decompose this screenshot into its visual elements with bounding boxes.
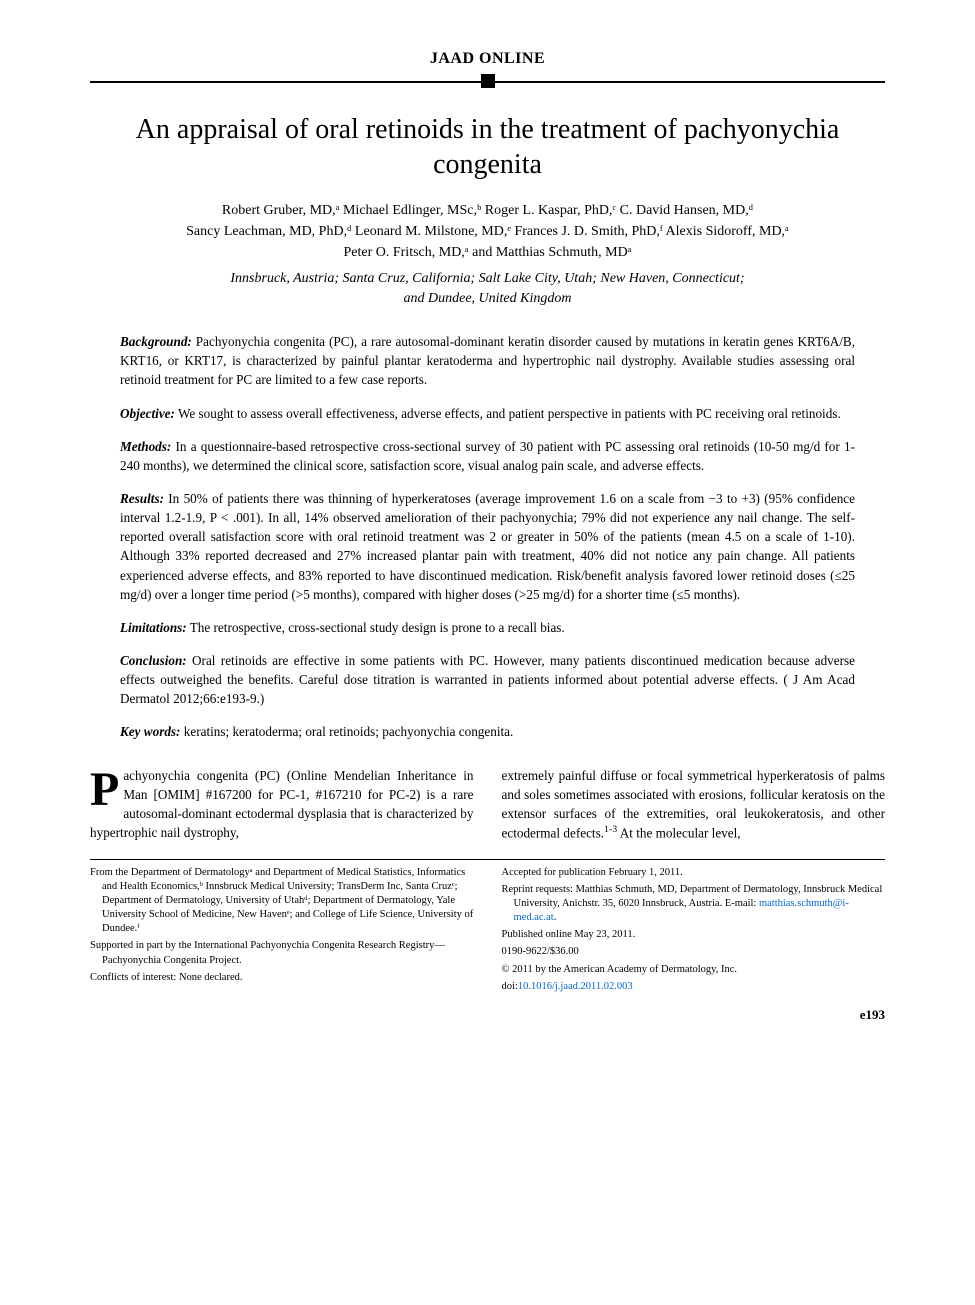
reprint-post: .	[554, 912, 557, 923]
affil-line: and Dundee, United Kingdom	[90, 289, 885, 309]
footnotes-left: From the Department of Dermatologyᵃ and …	[90, 866, 474, 997]
abstract-results: Results: In 50% of patients there was th…	[120, 489, 855, 604]
dropcap: P	[90, 766, 123, 811]
abstract-label: Limitations:	[120, 620, 187, 635]
abstract-text: In a questionnaire-based retrospective c…	[120, 439, 855, 473]
footnote-issn: 0190-9622/$36.00	[502, 945, 886, 959]
abstract-text: We sought to assess overall effectivenes…	[175, 406, 841, 421]
abstract-keywords: Key words: keratins; keratoderma; oral r…	[120, 722, 855, 741]
body-column-right: extremely painful diffuse or focal symme…	[502, 766, 886, 843]
abstract-label: Conclusion:	[120, 653, 187, 668]
footnote-accepted: Accepted for publication February 1, 201…	[502, 866, 886, 880]
abstract-conclusion: Conclusion: Oral retinoids are effective…	[120, 651, 855, 708]
authors-line: Sancy Leachman, MD, PhD,ᵈ Leonard M. Mil…	[90, 221, 885, 242]
abstract-label: Background:	[120, 334, 192, 349]
abstract-text: Pachyonychia congenita (PC), a rare auto…	[120, 334, 855, 387]
footnotes-right: Accepted for publication February 1, 201…	[502, 866, 886, 997]
abstract: Background: Pachyonychia congenita (PC),…	[120, 332, 855, 741]
section-header: JAAD ONLINE	[90, 50, 885, 68]
abstract-methods: Methods: In a questionnaire-based retros…	[120, 437, 855, 475]
doi-link[interactable]: 10.1016/j.jaad.2011.02.003	[518, 981, 633, 992]
abstract-text: keratins; keratoderma; oral retinoids; p…	[180, 724, 513, 739]
doi-label: doi:	[502, 981, 518, 992]
affiliation-cities: Innsbruck, Austria; Santa Cruz, Californ…	[90, 269, 885, 308]
footnote-copyright: © 2011 by the American Academy of Dermat…	[502, 963, 886, 977]
citation-ref: 1-3	[604, 824, 617, 835]
article-title: An appraisal of oral retinoids in the tr…	[90, 112, 885, 182]
abstract-limitations: Limitations: The retrospective, cross-se…	[120, 618, 855, 637]
footnote-support: Supported in part by the International P…	[90, 939, 474, 967]
footnotes: From the Department of Dermatologyᵃ and …	[90, 859, 885, 997]
abstract-text: The retrospective, cross-sectional study…	[187, 620, 565, 635]
page-number: e193	[90, 1007, 885, 1023]
affil-line: Innsbruck, Austria; Santa Cruz, Californ…	[90, 269, 885, 289]
authors-line: Robert Gruber, MD,ᵃ Michael Edlinger, MS…	[90, 200, 885, 221]
abstract-background: Background: Pachyonychia congenita (PC),…	[120, 332, 855, 389]
abstract-text: Oral retinoids are effective in some pat…	[120, 653, 855, 706]
footnote-conflicts: Conflicts of interest: None declared.	[90, 971, 474, 985]
footnote-doi: doi:10.1016/j.jaad.2011.02.003	[502, 980, 886, 994]
abstract-label: Key words:	[120, 724, 180, 739]
divider-square-icon	[481, 74, 495, 88]
footnote-reprint: Reprint requests: Matthias Schmuth, MD, …	[502, 883, 886, 926]
abstract-objective: Objective: We sought to assess overall e…	[120, 404, 855, 423]
body-text: At the molecular level,	[617, 825, 740, 840]
footnote-from: From the Department of Dermatologyᵃ and …	[90, 866, 474, 937]
abstract-text: In 50% of patients there was thinning of…	[120, 491, 855, 602]
footnote-published: Published online May 23, 2011.	[502, 928, 886, 942]
authors-block: Robert Gruber, MD,ᵃ Michael Edlinger, MS…	[90, 200, 885, 263]
abstract-label: Methods:	[120, 439, 171, 454]
title-divider	[90, 72, 885, 92]
body-column-left: Pachyonychia congenita (PC) (Online Mend…	[90, 766, 474, 843]
body-columns: Pachyonychia congenita (PC) (Online Mend…	[90, 766, 885, 843]
abstract-label: Objective:	[120, 406, 175, 421]
body-text: achyonychia congenita (PC) (Online Mende…	[90, 768, 474, 840]
authors-line: Peter O. Fritsch, MD,ᵃ and Matthias Schm…	[90, 242, 885, 263]
abstract-label: Results:	[120, 491, 164, 506]
